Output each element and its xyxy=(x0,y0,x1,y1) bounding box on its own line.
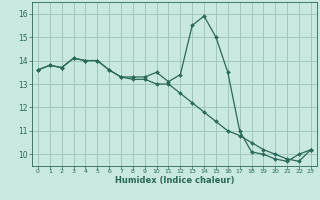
X-axis label: Humidex (Indice chaleur): Humidex (Indice chaleur) xyxy=(115,176,234,185)
